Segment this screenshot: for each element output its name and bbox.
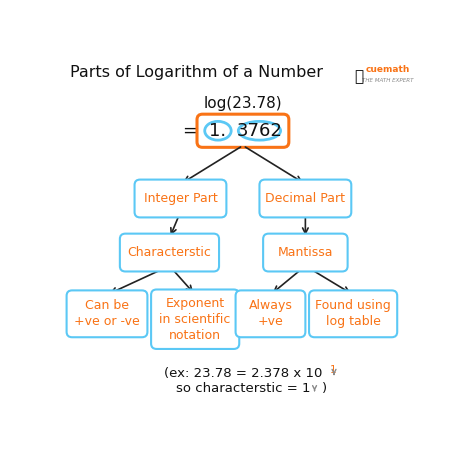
FancyBboxPatch shape xyxy=(66,290,147,337)
FancyBboxPatch shape xyxy=(263,234,347,271)
Text: log(23.78): log(23.78) xyxy=(204,95,282,110)
Text: =: = xyxy=(182,122,197,140)
Text: 🚀: 🚀 xyxy=(354,69,363,84)
Text: Found using
log table: Found using log table xyxy=(315,300,391,329)
Text: Can be
+ve or -ve: Can be +ve or -ve xyxy=(74,300,140,329)
Ellipse shape xyxy=(238,121,281,140)
FancyBboxPatch shape xyxy=(259,180,351,218)
FancyBboxPatch shape xyxy=(151,290,239,349)
FancyBboxPatch shape xyxy=(135,180,227,218)
Text: Exponent
in scientific
notation: Exponent in scientific notation xyxy=(159,297,231,342)
Text: Integer Part: Integer Part xyxy=(144,192,218,205)
Ellipse shape xyxy=(205,121,231,140)
Text: 1: 1 xyxy=(329,366,336,375)
Text: so characterstic = 1: so characterstic = 1 xyxy=(176,382,310,395)
Text: Decimal Part: Decimal Part xyxy=(265,192,346,205)
Text: Parts of Logarithm of a Number: Parts of Logarithm of a Number xyxy=(70,65,323,80)
Text: THE MATH EXPERT: THE MATH EXPERT xyxy=(362,78,414,83)
Text: Characterstic: Characterstic xyxy=(128,246,211,259)
FancyBboxPatch shape xyxy=(309,290,397,337)
Text: 3762: 3762 xyxy=(237,122,283,140)
FancyBboxPatch shape xyxy=(120,234,219,271)
Text: ): ) xyxy=(322,382,327,395)
Text: (ex: 23.78 = 2.378 x 10: (ex: 23.78 = 2.378 x 10 xyxy=(164,367,322,380)
FancyBboxPatch shape xyxy=(236,290,305,337)
Text: cuemath: cuemath xyxy=(366,65,410,74)
Text: 1.: 1. xyxy=(210,122,227,140)
FancyBboxPatch shape xyxy=(197,114,289,147)
Text: Always
+ve: Always +ve xyxy=(248,300,292,329)
Text: Mantissa: Mantissa xyxy=(278,246,333,259)
